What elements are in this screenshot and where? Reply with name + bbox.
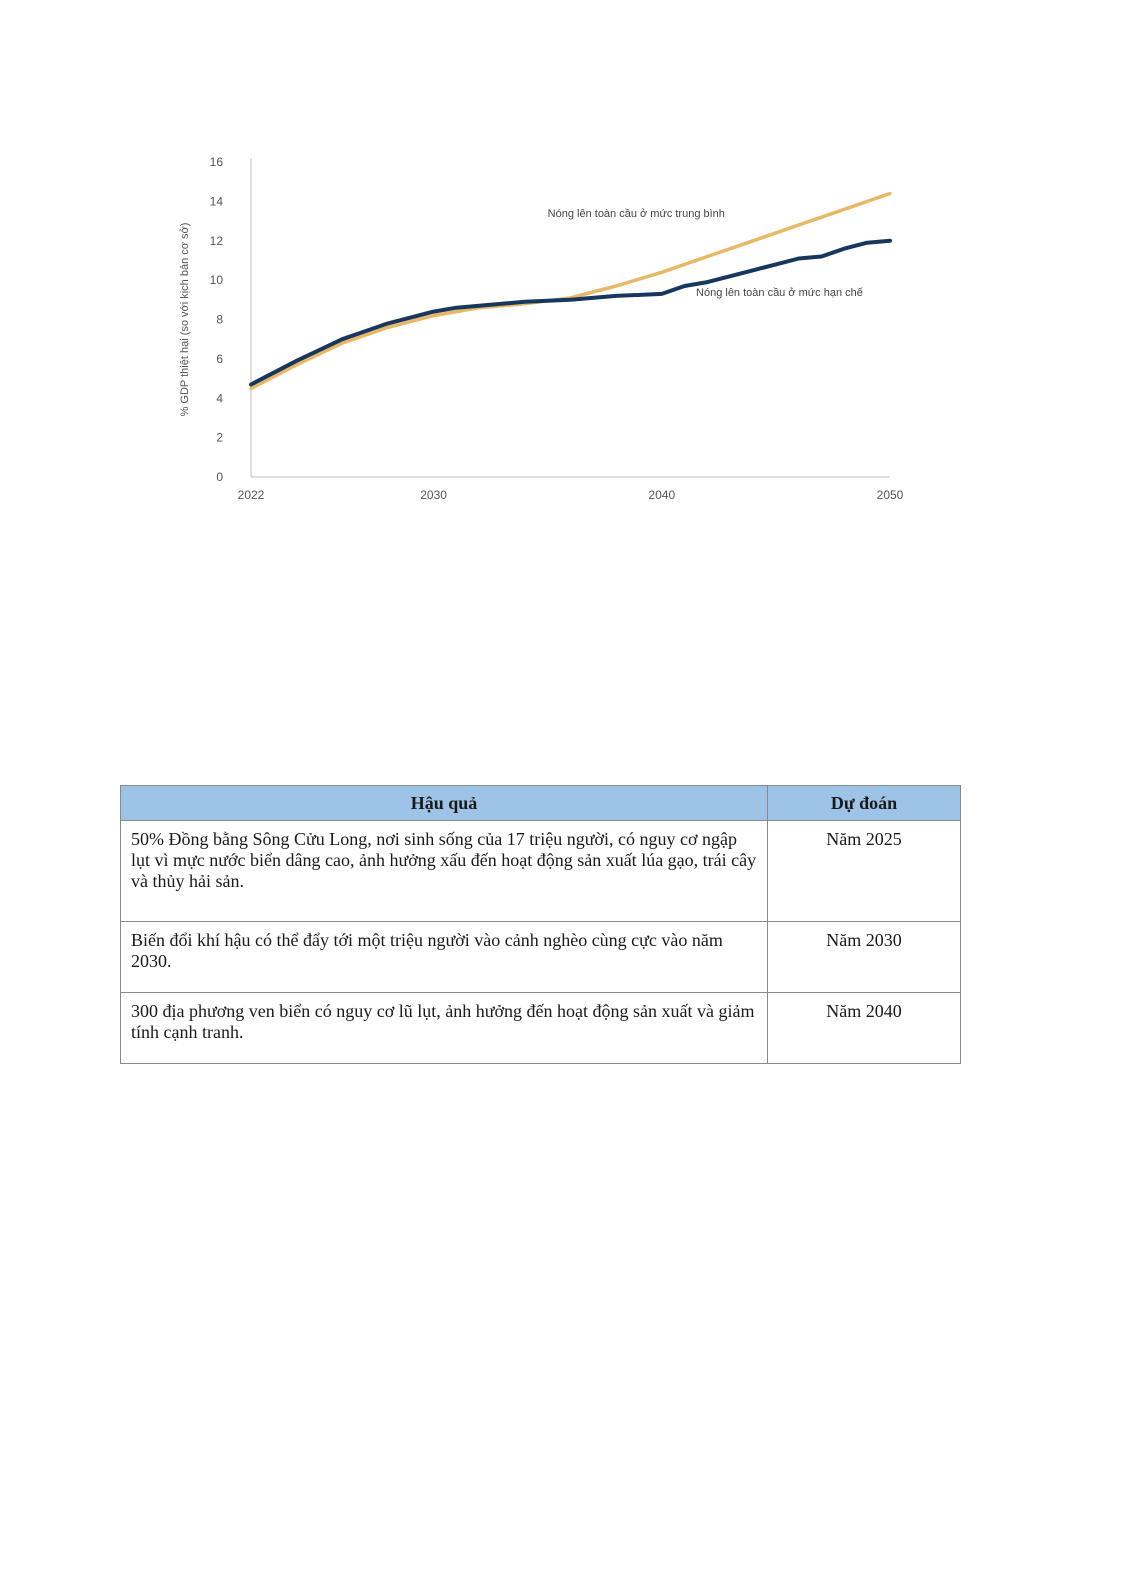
table-row: 50% Đồng bằng Sông Cửu Long, nơi sinh số… [120,820,961,922]
chart-labels-layer: % GDP thiệt hại (so với kịch bản cơ sở) N… [179,208,863,416]
series-annotation: Nóng lên toàn cầu ở mức trung bình [548,208,725,220]
x-tick-label: 2022 [238,488,265,502]
y-tick-label: 2 [216,431,223,445]
header-consequence: Hậu quả [120,785,768,821]
series-line-2 [249,238,892,387]
chart-series-layer [249,191,892,391]
table-header-row: Hậu quả Dự đoán [120,785,961,821]
x-tick-label: 2030 [420,488,447,502]
y-tick-label: 6 [216,352,223,366]
y-tick-label: 8 [216,313,223,327]
forecast-cell: Năm 2025 [767,820,961,922]
y-tick-label: 14 [210,194,224,208]
forecast-cell: Năm 2030 [767,921,961,993]
y-tick-label: 16 [210,155,224,169]
y-tick-label: 12 [210,234,224,248]
forecast-cell: Năm 2040 [767,992,961,1064]
chart-svg: 0 2 4 6 8 10 12 14 16 2022 2030 2040 2050 % GDP thiệ… [179,155,904,502]
x-tick-label: 2040 [648,488,675,502]
y-tick-label: 10 [210,273,224,287]
consequence-table: Hậu quả Dự đoán 50% Đồng bằng Sông Cửu L… [120,785,961,1064]
table-row: 300 địa phương ven biển có nguy cơ lũ lụ… [120,992,961,1064]
header-forecast: Dự đoán [767,785,961,821]
consequence-cell: 50% Đồng bằng Sông Cửu Long, nơi sinh số… [120,820,768,922]
y-axis-title: % GDP thiệt hại (so với kịch bản cơ sở) [179,223,191,417]
x-tick-label: 2050 [877,488,904,502]
y-tick-label: 4 [216,391,223,405]
table-row: Biến đổi khí hậu có thể đẩy tới một triệ… [120,921,961,993]
y-tick-label: 0 [216,470,223,484]
chart-axes: 0 2 4 6 8 10 12 14 16 2022 2030 2040 2050 [210,155,904,502]
series-annotation: Nóng lên toàn cầu ở mức hạn chế [696,287,863,299]
gdp-loss-chart: 0 2 4 6 8 10 12 14 16 2022 2030 2040 2050 % GDP thiệ… [130,118,950,548]
consequence-cell: 300 địa phương ven biển có nguy cơ lũ lụ… [120,992,768,1064]
consequence-cell: Biến đổi khí hậu có thể đẩy tới một triệ… [120,921,768,993]
